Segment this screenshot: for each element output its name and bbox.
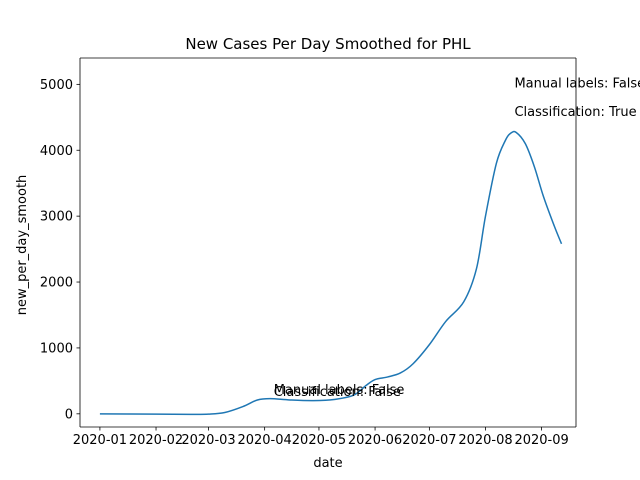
y-tick-label: 4000 <box>40 144 73 159</box>
series-line <box>99 130 563 416</box>
annotation-label: Manual labels: False <box>274 383 405 398</box>
chart-title: New Cases Per Day Smoothed for PHL <box>185 35 471 53</box>
y-tick-label: 5000 <box>40 78 73 93</box>
y-tick-label: 1000 <box>40 341 73 356</box>
y-axis-label: new_per_day_smooth <box>15 175 30 316</box>
y-tick-label: 0 <box>65 407 73 422</box>
x-tick-label: 2020-04 <box>237 433 291 448</box>
y-tick-label: 3000 <box>40 210 73 225</box>
axes-frame <box>79 57 577 428</box>
x-tick-label: 2020-06 <box>348 433 402 448</box>
x-tick-label: 2020-02 <box>129 433 183 448</box>
x-axis-label: date <box>313 456 342 471</box>
annotation-label: Classification: True <box>514 105 636 120</box>
x-tick-label: 2020-08 <box>458 433 512 448</box>
y-tick-label: 2000 <box>40 276 73 291</box>
x-tick-label: 2020-05 <box>292 433 346 448</box>
x-tick-label: 2020-07 <box>402 433 456 448</box>
annotation-label: Classification: False <box>274 385 401 400</box>
x-tick-label: 2020-03 <box>181 433 235 448</box>
x-tick-label: 2020-09 <box>514 433 568 448</box>
x-tick-label: 2020-01 <box>73 433 127 448</box>
annotation-label: Manual labels: False <box>514 77 640 92</box>
